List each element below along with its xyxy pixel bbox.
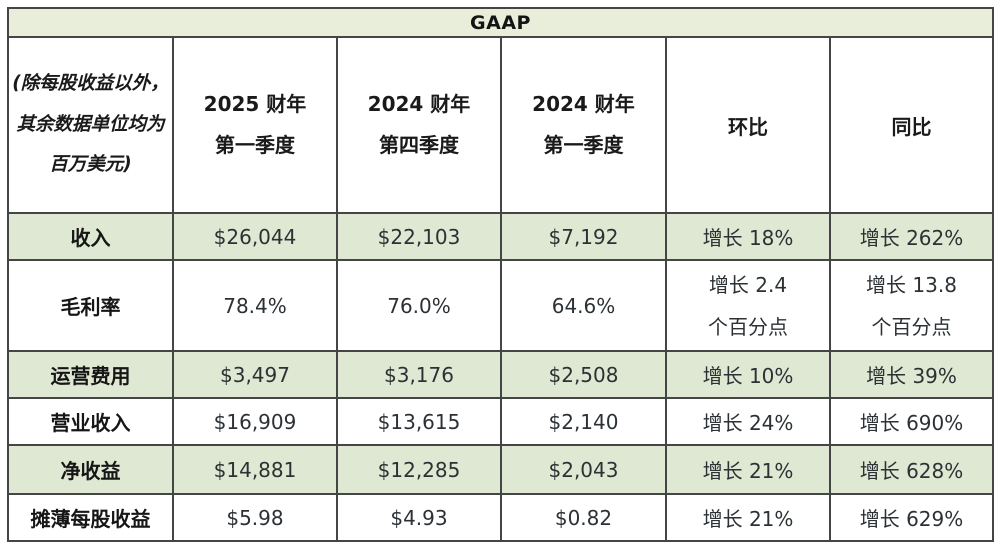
value-fy2024q4: $12,285 xyxy=(336,444,502,495)
yoy-cell: 增长 690% xyxy=(829,397,994,446)
table-row-net-income: 净收益 $14,881 $12,285 $2,043 增长 21% 增长 628… xyxy=(7,444,994,495)
col-header-line: 2025 财年 xyxy=(203,92,307,116)
yoy-cell: 增长 262% xyxy=(829,212,994,261)
value-fy2025q1: $26,044 xyxy=(172,212,338,261)
metric-label: 净收益 xyxy=(7,444,174,495)
table-header-row: (除每股收益以外，其余数据单位均为百万美元) 2025 财年 第一季度 2024… xyxy=(7,36,994,214)
col-header-line: 第一季度 xyxy=(215,133,295,157)
yoy-cell: 增长 13.8 个百分点 xyxy=(829,259,994,352)
col-header-line: 第一季度 xyxy=(543,133,624,157)
value-fy2025q1: $14,881 xyxy=(172,444,338,495)
value-fy2024q1: $2,140 xyxy=(500,397,667,446)
col-header-line: 2024 财年 xyxy=(532,92,635,116)
gaap-financial-table: GAAP (除每股收益以外，其余数据单位均为百万美元) 2025 财年 第一季度… xyxy=(7,7,994,542)
value-fy2024q4: 76.0% xyxy=(336,259,502,352)
value-fy2024q4: $4.93 xyxy=(336,493,502,542)
yoy-cell: 增长 629% xyxy=(829,493,994,542)
yoy-cell: 增长 39% xyxy=(829,350,994,399)
value-fy2024q4: $3,176 xyxy=(336,350,502,399)
metric-label: 营业收入 xyxy=(7,397,174,446)
metric-label: 摊薄每股收益 xyxy=(7,493,174,542)
col-header-fy2024-q4: 2024 财年 第四季度 xyxy=(336,36,502,214)
col-header-line: 第四季度 xyxy=(379,133,459,157)
table-row-operating-expenses: 运营费用 $3,497 $3,176 $2,508 增长 10% 增长 39% xyxy=(7,350,994,399)
metric-label: 运营费用 xyxy=(7,350,174,399)
qoq-cell: 增长 10% xyxy=(665,350,831,399)
value-fy2024q4: $22,103 xyxy=(336,212,502,261)
value-fy2024q1: $2,043 xyxy=(500,444,667,495)
value-fy2024q1: $0.82 xyxy=(500,493,667,542)
qoq-cell: 增长 2.4 个百分点 xyxy=(665,259,831,352)
yoy-line: 增长 13.8 xyxy=(866,272,957,297)
col-header-line: 2024 财年 xyxy=(367,92,471,116)
table-row-diluted-eps: 摊薄每股收益 $5.98 $4.93 $0.82 增长 21% 增长 629% xyxy=(7,493,994,542)
table-row-gross-margin: 毛利率 78.4% 76.0% 64.6% 增长 2.4 个百分点 增长 13.… xyxy=(7,259,994,352)
qoq-cell: 增长 18% xyxy=(665,212,831,261)
yoy-line: 个百分点 xyxy=(871,314,952,339)
yoy-cell: 增长 628% xyxy=(829,444,994,495)
value-fy2025q1: $3,497 xyxy=(172,350,338,399)
table-row-operating-income: 营业收入 $16,909 $13,615 $2,140 增长 24% 增长 69… xyxy=(7,397,994,446)
value-fy2025q1: $16,909 xyxy=(172,397,338,446)
col-header-fy2024-q1: 2024 财年 第一季度 xyxy=(500,36,667,214)
table-title-row: GAAP xyxy=(7,7,994,38)
metric-label: 毛利率 xyxy=(7,259,174,352)
metric-label: 收入 xyxy=(7,212,174,261)
value-fy2024q4: $13,615 xyxy=(336,397,502,446)
qoq-line: 个百分点 xyxy=(708,314,788,339)
value-fy2025q1: 78.4% xyxy=(172,259,338,352)
qoq-cell: 增长 21% xyxy=(665,493,831,542)
table-row-revenue: 收入 $26,044 $22,103 $7,192 增长 18% 增长 262% xyxy=(7,212,994,261)
col-header-qoq: 环比 xyxy=(665,36,831,214)
qoq-cell: 增长 21% xyxy=(665,444,831,495)
table-title: GAAP xyxy=(7,7,994,38)
value-fy2025q1: $5.98 xyxy=(172,493,338,542)
value-fy2024q1: 64.6% xyxy=(500,259,667,352)
unit-note: (除每股收益以外，其余数据单位均为百万美元) xyxy=(7,36,174,214)
qoq-line: 增长 2.4 xyxy=(708,272,788,297)
col-header-fy2025-q1: 2025 财年 第一季度 xyxy=(172,36,338,214)
value-fy2024q1: $2,508 xyxy=(500,350,667,399)
qoq-cell: 增长 24% xyxy=(665,397,831,446)
value-fy2024q1: $7,192 xyxy=(500,212,667,261)
col-header-yoy: 同比 xyxy=(829,36,994,214)
